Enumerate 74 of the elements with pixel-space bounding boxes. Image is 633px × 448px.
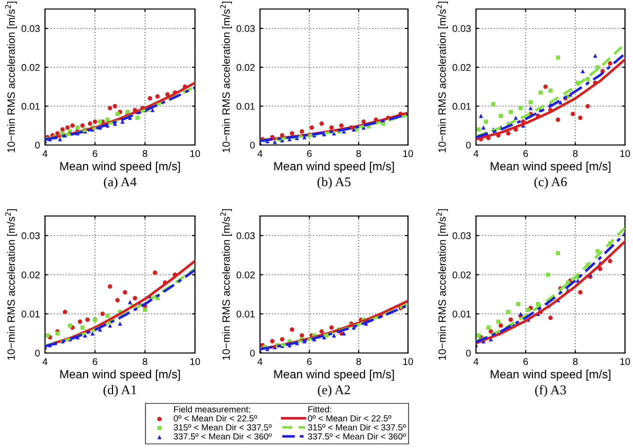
x-tick-label: 10 xyxy=(403,150,414,157)
x-tick-label: 6 xyxy=(523,358,528,365)
text: (a) A4 xyxy=(104,177,136,189)
y-tick-label: 0.03 xyxy=(452,25,471,32)
y-tick-label: 0.01 xyxy=(452,102,471,110)
x-tick-label: 10 xyxy=(190,358,200,365)
x-tick-label: 4 xyxy=(42,150,48,157)
y-tick-label: 0.01 xyxy=(236,102,255,110)
y-tick-label: 0.01 xyxy=(452,310,471,318)
x-tick-label: 4 xyxy=(474,358,478,365)
y-axis-title: 10−min RMS acceleration [m/s$^{2}$] xyxy=(5,2,17,152)
legend-label: 315º < Mean Dir < 337.5º xyxy=(308,424,406,430)
x-tick-label: 10 xyxy=(190,150,200,157)
y-tick-label: 0.02 xyxy=(236,271,255,278)
x-tick-label: 10 xyxy=(620,150,630,157)
y-tick-label: 0 xyxy=(35,142,40,149)
x-tick-label: 4 xyxy=(42,358,48,365)
y-tick-label: 0 xyxy=(466,142,471,149)
y-tick-label: 0.03 xyxy=(22,25,40,32)
x-tick-label: 8 xyxy=(142,358,148,365)
y-axis-title: 10−min RMS acceleration [m/s$^{2}$] xyxy=(5,209,17,360)
y-tick-label: 0 xyxy=(466,350,471,357)
x-tick-label: 8 xyxy=(356,150,361,157)
x-tick-label: 8 xyxy=(356,358,361,365)
text: (c) A6 xyxy=(534,177,567,189)
x-tick-label: 8 xyxy=(573,358,578,365)
x-axis-title: Mean wind speed [m/s] xyxy=(274,162,394,173)
x-axis-title: Mean wind speed [m/s] xyxy=(274,370,394,381)
y-axis-title: 10−min RMS acceleration [m/s$^{2}$] xyxy=(436,2,448,152)
y-tick-label: 0.02 xyxy=(452,271,471,278)
y-tick-label: 0.03 xyxy=(236,25,255,32)
text: (d) A1 xyxy=(104,385,136,397)
x-axis-title: Mean wind speed [m/s] xyxy=(60,162,180,173)
x-axis-title: Mean wind speed [m/s] xyxy=(490,162,610,173)
x-tick-label: 6 xyxy=(523,150,528,157)
x-tick-label: 4 xyxy=(258,150,262,157)
y-tick-label: 0.02 xyxy=(452,64,471,71)
text: (b) A5 xyxy=(318,177,351,189)
y-tick-label: 0.02 xyxy=(22,271,40,278)
x-tick-label: 6 xyxy=(92,358,98,365)
x-tick-label: 4 xyxy=(474,150,478,157)
y-tick-label: 0.03 xyxy=(236,232,255,240)
text: (f) A3 xyxy=(535,384,566,398)
y-tick-label: 0.01 xyxy=(22,310,40,318)
text: Fitted: xyxy=(308,406,332,412)
x-axis-title: Mean wind speed [m/s] xyxy=(490,370,610,381)
x-tick-label: 8 xyxy=(142,150,148,157)
y-tick-label: 0 xyxy=(250,350,255,357)
y-tick-label: 0.01 xyxy=(236,310,255,318)
y-tick-label: 0.02 xyxy=(236,64,255,71)
x-tick-label: 8 xyxy=(573,150,578,157)
x-tick-label: 10 xyxy=(403,358,414,365)
legend-label: 337.5º < Mean Dir < 360º xyxy=(308,433,406,440)
y-tick-label: 0.03 xyxy=(22,232,40,240)
y-axis-title: 10−min RMS acceleration [m/s$^{2}$] xyxy=(220,209,232,360)
text: (e) A2 xyxy=(318,385,350,397)
x-tick-label: 10 xyxy=(620,358,630,365)
y-axis-title: 10−min RMS acceleration [m/s$^{2}$] xyxy=(220,2,232,152)
x-tick-label: 6 xyxy=(92,150,98,157)
x-tick-label: 4 xyxy=(258,358,262,365)
y-tick-label: 0.01 xyxy=(22,102,40,110)
legend-label: 0º < Mean Dir < 22.5º xyxy=(174,415,258,422)
legend-label: 0º < Mean Dir < 22.5º xyxy=(308,415,392,422)
y-tick-label: 0.02 xyxy=(22,64,40,71)
y-tick-label: 0 xyxy=(35,350,40,357)
legend-label: 315º < Mean Dir < 337.5º xyxy=(174,424,272,430)
x-tick-label: 6 xyxy=(307,358,312,365)
x-tick-label: 6 xyxy=(307,150,312,157)
y-tick-label: 0.03 xyxy=(452,232,471,240)
y-tick-label: 0 xyxy=(250,142,255,149)
y-axis-title: 10−min RMS acceleration [m/s$^{2}$] xyxy=(436,209,448,360)
legend-label: 337.5º < Mean Dir < 360º xyxy=(174,433,272,440)
text: Field measurement: xyxy=(174,406,250,412)
x-axis-title: Mean wind speed [m/s] xyxy=(60,370,180,381)
